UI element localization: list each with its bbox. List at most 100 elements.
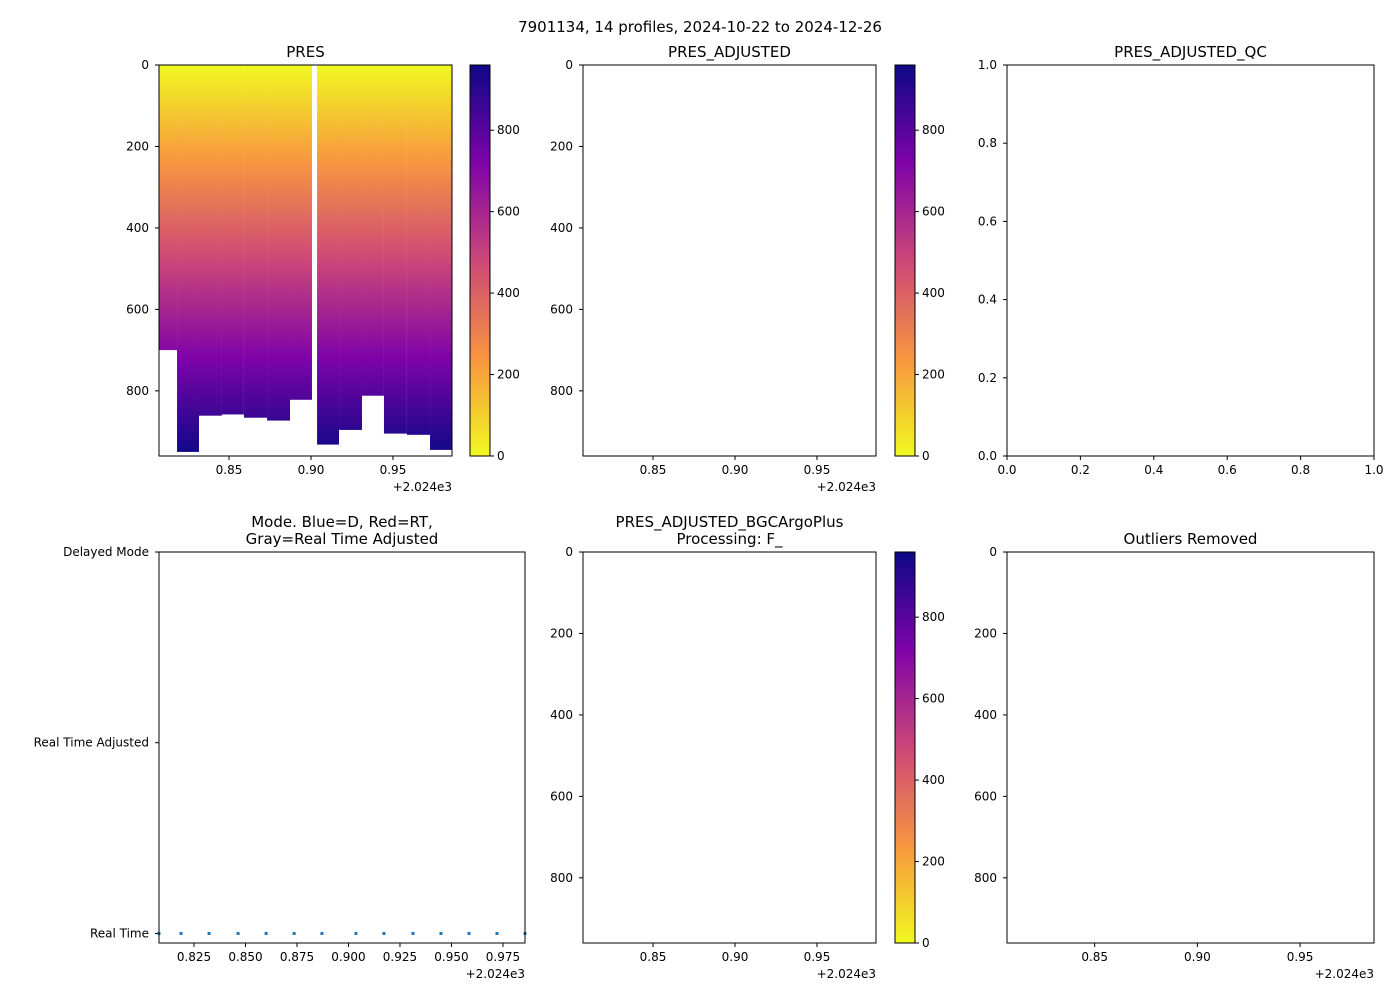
data-point: [354, 931, 358, 935]
profile-column: [339, 65, 362, 430]
x-tick-label: 0.95: [380, 463, 407, 477]
x-tick-label: 0.95: [1287, 950, 1314, 964]
x-tick-label: 0.95: [804, 950, 831, 964]
data-point: [495, 931, 499, 935]
y-tick-label: 600: [126, 302, 149, 316]
x-offset-label: +2.024e3: [466, 967, 525, 981]
x-tick-label: 0.825: [177, 950, 211, 964]
y-tick-label: 0.8: [978, 136, 997, 150]
colorbar-tick-label: 400: [497, 286, 520, 300]
x-offset-label: +2.024e3: [817, 967, 876, 981]
y-tick-label: 200: [126, 139, 149, 153]
data-point: [264, 931, 268, 935]
y-tick-label: 0.2: [978, 371, 997, 385]
profile-column: [267, 65, 291, 421]
colorbar-gradient: [469, 64, 491, 457]
panel-6: Outliers Removed 0.85 0.90 0.95+2.024e3 0 200…: [974, 530, 1375, 981]
colorbar: 0 200 400 600 800: [894, 64, 945, 463]
x-tick-label: 0.0: [997, 463, 1016, 477]
colorbar-tick-label: 400: [922, 773, 945, 787]
y-tick-label: 0.0: [978, 449, 997, 463]
profile-column: [383, 65, 407, 434]
y-tick-label: 800: [126, 384, 149, 398]
y-tick-label: Real Time: [90, 926, 149, 940]
profile-column: [243, 65, 268, 418]
y-tick-label: 0: [565, 545, 573, 559]
profile-column: [159, 65, 178, 351]
y-tick-label: 800: [974, 871, 997, 885]
data-point: [179, 931, 183, 935]
x-tick-label: 0.90: [722, 463, 749, 477]
y-tick-label: Real Time Adjusted: [34, 736, 149, 750]
panel-title: Gray=Real Time Adjusted: [246, 530, 439, 548]
x-tick-label: 0.90: [298, 463, 325, 477]
data-point: [292, 931, 296, 935]
x-tick-label: 0.900: [331, 950, 365, 964]
y-tick-label: Delayed Mode: [63, 545, 149, 559]
x-offset-label: +2.024e3: [393, 480, 452, 494]
panel-title: Outliers Removed: [1124, 530, 1258, 548]
colorbar-tick-label: 0: [497, 449, 505, 463]
x-tick-label: 1.0: [1364, 463, 1383, 477]
x-tick-label: 0.4: [1144, 463, 1163, 477]
axes-frame: [158, 64, 453, 457]
x-tick-label: 0.950: [434, 950, 468, 964]
colorbar: 0 200 400 600 800: [894, 551, 945, 950]
colorbar: 0 200 400 600 800: [469, 64, 520, 463]
x-tick-label: 0.90: [722, 950, 749, 964]
data-point: [236, 931, 240, 935]
y-tick-label: 0.6: [978, 214, 997, 228]
colorbar-tick-label: 200: [922, 855, 945, 869]
colorbar-tick-label: 200: [497, 368, 520, 382]
data-point: [320, 931, 324, 935]
colorbar-tick-label: 600: [922, 205, 945, 219]
panel-3: PRES_ADJUSTED_QC 0.0 0.2 0.4 0.6 0.8 1.0 0.0 0.2…: [978, 43, 1384, 477]
y-tick-label: 800: [550, 871, 573, 885]
profile-column: [406, 65, 431, 435]
y-tick-label: 200: [550, 139, 573, 153]
y-tick-label: 400: [550, 221, 573, 235]
y-tick-label: 600: [974, 789, 997, 803]
panel-title: PRES: [286, 43, 324, 61]
profile-column: [430, 65, 452, 450]
y-tick-label: 200: [974, 626, 997, 640]
profile-column: [361, 65, 384, 396]
y-tick-label: 0: [989, 545, 997, 559]
panel-title: PRES_ADJUSTED_QC: [1114, 43, 1267, 62]
panel-1: PRES 0.85 0.90 0.95 +2.024e3 0 200 400 600 800 0 20…: [126, 43, 520, 494]
x-tick-label: 0.875: [280, 950, 314, 964]
y-tick-label: 0: [565, 58, 573, 72]
x-offset-label: +2.024e3: [1315, 967, 1374, 981]
axes-frame: [582, 551, 877, 944]
x-offset-label: +2.024e3: [817, 480, 876, 494]
colorbar-gradient: [894, 551, 916, 944]
panel-title: PRES_ADJUSTED_BGCArgoPlus: [616, 513, 844, 532]
y-tick-label: 0.4: [978, 293, 997, 307]
panel-4: Mode. Blue=D, Red=RT,Gray=Real Time Adju…: [34, 513, 527, 981]
profile-column: [317, 65, 340, 445]
colorbar-tick-label: 200: [922, 368, 945, 382]
panel-title: PRES_ADJUSTED: [668, 43, 791, 62]
x-tick-label: 0.85: [1081, 950, 1108, 964]
x-tick-label: 0.85: [216, 463, 243, 477]
x-tick-label: 0.85: [640, 950, 667, 964]
profile-column: [290, 65, 312, 400]
y-tick-label: 400: [126, 221, 149, 235]
panel-title: Processing: F_: [676, 530, 783, 549]
colorbar-tick-label: 800: [922, 123, 945, 137]
y-tick-label: 600: [550, 789, 573, 803]
y-tick-label: 200: [550, 626, 573, 640]
data-point: [382, 931, 386, 935]
y-tick-label: 1.0: [978, 58, 997, 72]
profile-column: [177, 65, 200, 452]
x-tick-label: 0.8: [1291, 463, 1310, 477]
colorbar-tick-label: 800: [922, 610, 945, 624]
colorbar-tick-label: 600: [497, 205, 520, 219]
y-tick-label: 800: [550, 384, 573, 398]
x-tick-label: 0.2: [1071, 463, 1090, 477]
x-tick-label: 0.6: [1218, 463, 1237, 477]
y-tick-label: 0: [141, 58, 149, 72]
figure-title: 7901134, 14 profiles, 2024-10-22 to 2024…: [518, 18, 882, 36]
